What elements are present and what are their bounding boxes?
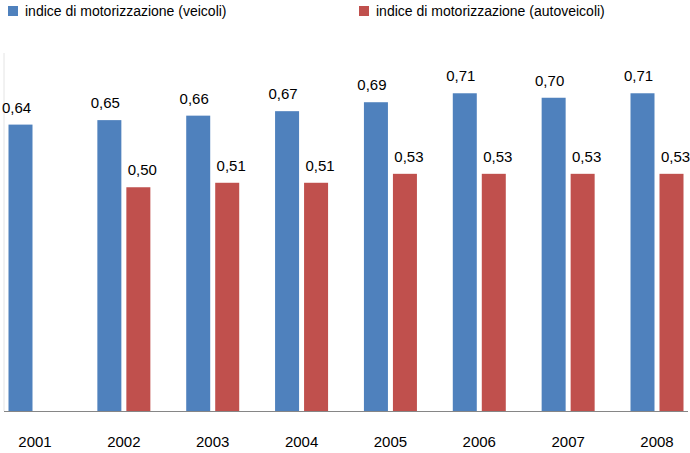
bar — [275, 111, 299, 411]
legend-label: indice di motorizzazione (veicoli) — [25, 3, 227, 19]
data-label: 0,51 — [305, 157, 334, 174]
bar — [571, 174, 595, 411]
data-label: 0,64 — [2, 99, 31, 116]
chart-container: 2001 2002 2003 2004 2005 2006 2007 2008 0,64 0,65… — [0, 0, 690, 453]
data-label: 0,53 — [572, 148, 601, 165]
data-label: 0,50 — [128, 161, 157, 178]
data-label: 0,66 — [180, 90, 209, 107]
data-label: 0,51 — [217, 157, 246, 174]
bar — [215, 183, 239, 411]
x-tick-label: 2005 — [374, 433, 407, 450]
bar — [482, 174, 506, 411]
x-tick-label: 2008 — [640, 433, 673, 450]
data-label: 0,71 — [624, 67, 653, 84]
x-tick-label: 2004 — [285, 433, 318, 450]
x-axis-line — [4, 411, 688, 412]
legend-swatch — [359, 6, 369, 16]
legend-label: indice di motorizzazione (autoveicoli) — [376, 3, 605, 19]
data-label: 0,69 — [357, 76, 386, 93]
bar — [393, 174, 417, 411]
x-tick-label: 2003 — [196, 433, 229, 450]
data-label: 0,53 — [483, 148, 512, 165]
bar — [364, 102, 388, 411]
bar — [660, 174, 684, 411]
legend-swatch — [8, 6, 18, 16]
bar — [186, 116, 210, 411]
chart-svg: 2001 2002 2003 2004 2005 2006 2007 2008 0,64 0,65… — [0, 0, 690, 453]
x-tick-label: 2001 — [18, 433, 51, 450]
data-label: 0,67 — [268, 85, 297, 102]
bar — [631, 93, 655, 411]
legend: indice di motorizzazione (veicoli) indice… — [8, 3, 605, 19]
data-label: 0,71 — [446, 67, 475, 84]
x-tick-label: 2002 — [107, 433, 140, 450]
bar — [304, 183, 328, 411]
x-tick-label: 2006 — [463, 433, 496, 450]
bars — [9, 93, 684, 411]
data-labels: 0,64 0,65 0,66 0,67 0,69 0,71 0,70 0,71 0,50 0,51… — [2, 67, 690, 178]
data-label: 0,70 — [535, 72, 564, 89]
x-tick-label: 2007 — [551, 433, 584, 450]
bar — [97, 120, 121, 411]
bar — [9, 125, 33, 411]
bar — [126, 187, 150, 411]
data-label: 0,53 — [394, 148, 423, 165]
bar — [453, 93, 477, 411]
bar — [542, 98, 566, 411]
data-label: 0,53 — [661, 148, 690, 165]
data-label: 0,65 — [91, 94, 120, 111]
